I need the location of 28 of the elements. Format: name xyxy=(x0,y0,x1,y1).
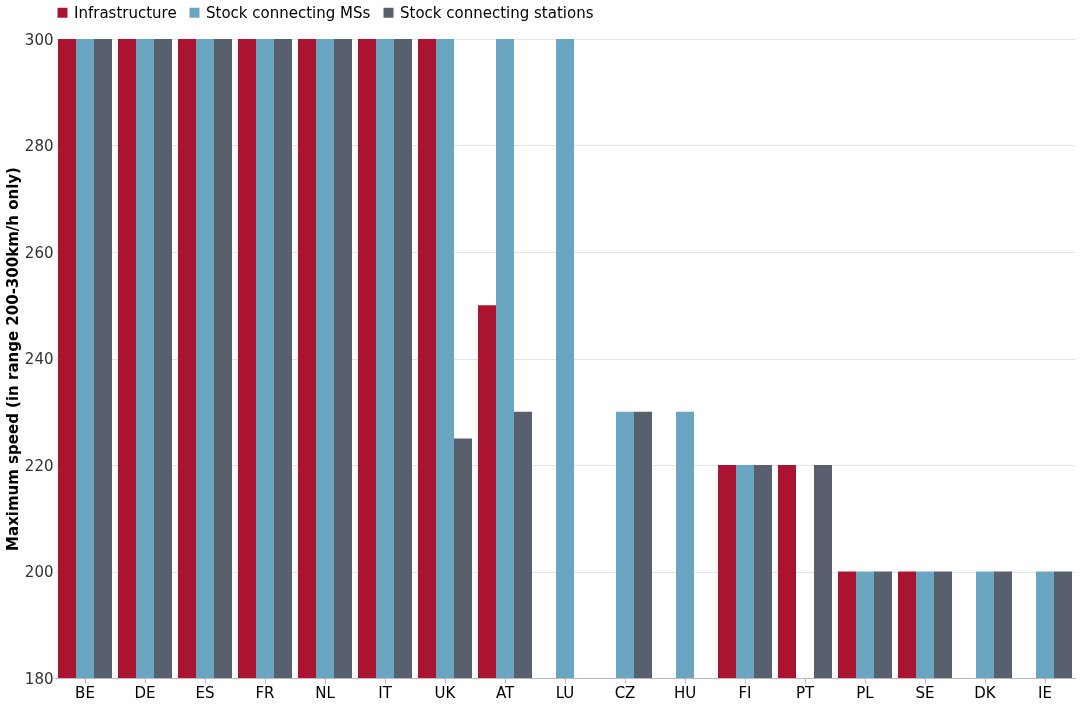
x-tick-label: DK xyxy=(974,683,997,702)
x-tick-label: DE xyxy=(134,683,156,702)
y-tick-label: 180 xyxy=(24,669,54,688)
x-tick-label: IT xyxy=(378,683,393,702)
y-axis-title: Maximum speed (in range 200-300km/h only) xyxy=(3,167,22,551)
x-tick-label: PT xyxy=(795,683,815,702)
x-tick-label: SE xyxy=(915,683,935,702)
x-tick-label: AT xyxy=(495,683,515,702)
x-tick-label: LU xyxy=(555,683,575,702)
y-tick-label: 260 xyxy=(24,243,54,262)
x-tick-label: NL xyxy=(315,683,336,702)
x-tick-label: FI xyxy=(738,683,752,702)
x-tick-label: CZ xyxy=(614,683,636,702)
y-tick-label: 280 xyxy=(24,137,54,155)
y-tick-label: 240 xyxy=(24,350,54,368)
x-tick-label: IE xyxy=(1038,683,1052,702)
x-tick-label: UK xyxy=(434,683,457,702)
y-tick-label: 200 xyxy=(24,563,54,581)
x-tick-label: ES xyxy=(195,683,215,702)
y-tick-label: 300 xyxy=(24,30,54,49)
x-tick-label: BE xyxy=(75,683,95,702)
x-tick-label: HU xyxy=(673,683,697,702)
legend-label: Infrastructure xyxy=(74,3,177,22)
x-tick-label: FR xyxy=(255,683,275,702)
y-tick-label: 220 xyxy=(24,456,54,475)
legend-label: Stock connecting stations xyxy=(400,3,594,22)
legend-label: Stock connecting MSs xyxy=(206,3,371,22)
x-tick-label: PL xyxy=(856,683,875,702)
